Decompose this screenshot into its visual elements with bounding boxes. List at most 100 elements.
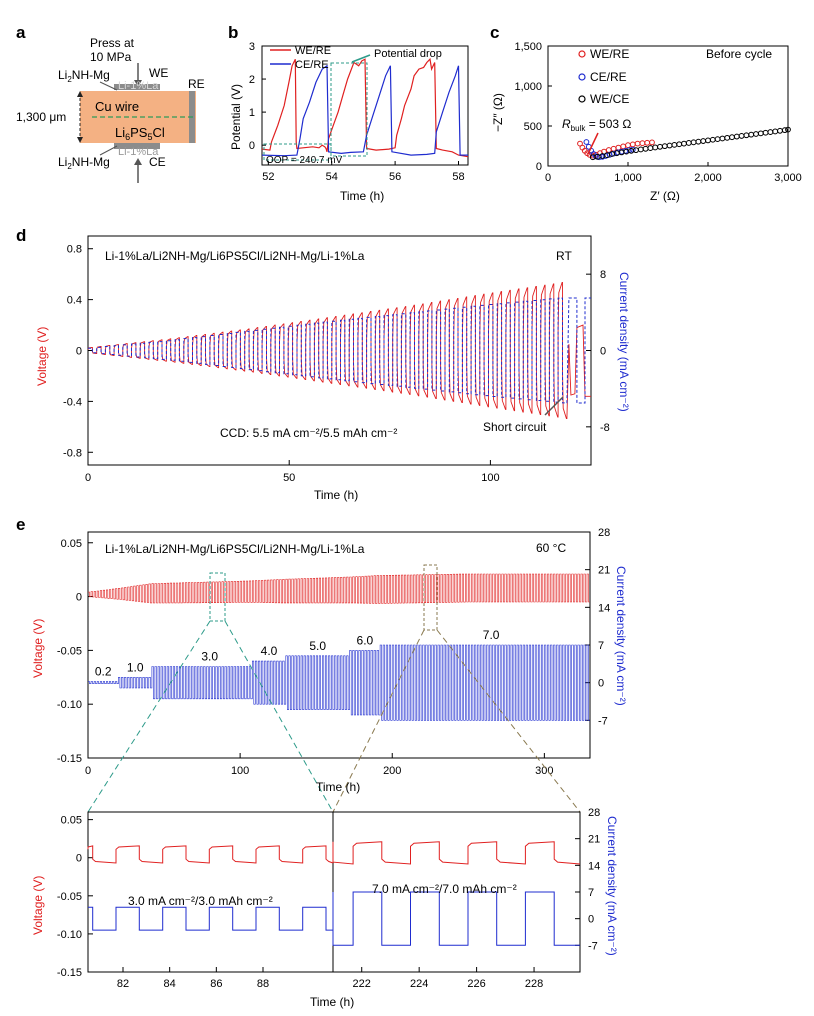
press-label-2: 10 MPa bbox=[90, 50, 132, 64]
zoom-line-right-b bbox=[436, 629, 581, 813]
c-point-we-ce bbox=[685, 140, 692, 146]
panel-b-legend: WE/RE CE/RE bbox=[270, 45, 331, 71]
c-ytick-label: 500 bbox=[524, 121, 542, 133]
inset-current-line-left bbox=[88, 906, 333, 931]
e-step-label: 7.0 bbox=[483, 628, 500, 642]
d-voltage-line bbox=[87, 282, 591, 419]
inset-right-label: 7.0 mA cm⁻²/7.0 mAh cm⁻² bbox=[372, 882, 517, 896]
c-point-we-ce bbox=[700, 138, 707, 144]
inset-ytick-label: 0.05 bbox=[61, 815, 82, 827]
panel-d-cell-label: Li-1%La/Li2NH-Mg/Li6PS5Cl/Li2NH-Mg/Li-1%… bbox=[105, 249, 365, 263]
legend-c-ce-re-label: CE/RE bbox=[590, 70, 627, 84]
panel-e-cell-label: Li-1%La/Li2NH-Mg/Li6PS5Cl/Li2NH-Mg/Li-1%… bbox=[105, 542, 365, 556]
zoom-line-left-a bbox=[87, 620, 211, 813]
d-y2tick-label: 0 bbox=[600, 346, 606, 358]
zoom-box-left bbox=[209, 572, 226, 622]
c-point-we-ce bbox=[652, 144, 659, 151]
c-point-we-ce bbox=[733, 133, 740, 140]
legend-c-we-ce-swatch bbox=[578, 95, 586, 103]
legend-c-ce-re-swatch bbox=[578, 73, 586, 81]
panel-e: e 0 100 200 300 -0.15 -0.10 -0.05 0 0.05 -7 0 7 14 21… bbox=[16, 515, 628, 1009]
thickness-arrow-head-top bbox=[77, 91, 83, 97]
panel-b: b 52 54 56 58 0 1 2 3 Potential drop OOP = 240.… bbox=[228, 23, 469, 203]
b-xtick-label: 58 bbox=[452, 171, 464, 183]
e-step-label: 1.0 bbox=[127, 660, 144, 674]
c-point-ce-re bbox=[614, 149, 621, 156]
zoom-box-right bbox=[423, 564, 438, 631]
c-point-we-ce bbox=[767, 129, 774, 135]
panel-b-frame bbox=[261, 45, 469, 166]
inset-xtick-label: 226 bbox=[467, 978, 485, 990]
press-arrow-bottom-head bbox=[134, 158, 142, 165]
c-point-we-ce bbox=[642, 145, 649, 152]
panel-e-y2label: Current density (mA cm⁻²) bbox=[614, 566, 628, 706]
panel-c-ylabel: −Z″ (Ω) bbox=[491, 93, 505, 132]
e-step-label: 0.2 bbox=[95, 665, 112, 679]
inset-y2tick-label: -7 bbox=[588, 940, 598, 952]
b-series-ce-re bbox=[261, 64, 468, 157]
inset-ytick-label: -0.05 bbox=[57, 891, 82, 903]
inset-ytick-label: -0.15 bbox=[57, 967, 82, 979]
legend-c-we-re-swatch bbox=[578, 50, 586, 58]
b-ytick-label: 2 bbox=[249, 74, 255, 86]
panel-e-current-step-labels: 0.2 1.0 3.0 4.0 5.0 6.0 7.0 bbox=[95, 628, 500, 679]
e-xtick-label: 300 bbox=[535, 765, 553, 777]
inset-series bbox=[87, 841, 581, 946]
c-point-we-ce bbox=[714, 136, 721, 143]
li2nh-bottom-leader bbox=[99, 145, 118, 156]
b-xtick-label: 52 bbox=[262, 171, 274, 183]
inset-xtick-label: 86 bbox=[210, 978, 222, 990]
e-y2tick-label: 21 bbox=[598, 565, 610, 577]
legend-c-we-ce-label: WE/CE bbox=[590, 92, 629, 106]
c-point-we-ce bbox=[671, 141, 678, 148]
li2nh-bottom-label: Li2NH-Mg bbox=[58, 155, 110, 171]
legend-we-re-label: WE/RE bbox=[295, 45, 331, 57]
inset-voltage-line-right bbox=[332, 841, 581, 865]
panel-d-y2label: Current density (mA cm⁻²) bbox=[617, 272, 631, 412]
c-point-we-ce bbox=[738, 133, 745, 139]
c-xtick-label: 1,000 bbox=[614, 172, 642, 184]
inset-ytick-label: 0 bbox=[76, 853, 82, 865]
cu-wire-label: Cu wire bbox=[95, 99, 139, 114]
panel-e-temp-label: 60 °C bbox=[536, 541, 566, 555]
inset-xtick-label: 84 bbox=[164, 978, 176, 990]
e-ytick-label: -0.10 bbox=[57, 699, 82, 711]
potential-drop-box-1 bbox=[330, 62, 368, 157]
c-point-we-ce bbox=[661, 143, 668, 150]
potential-drop-label: Potential drop bbox=[374, 48, 442, 60]
e-step-label: 4.0 bbox=[261, 644, 278, 658]
e-y2tick-label: 28 bbox=[598, 527, 610, 539]
panel-b-series bbox=[261, 57, 469, 158]
e-ytick-label: -0.05 bbox=[57, 645, 82, 657]
c-point-we-re bbox=[625, 142, 631, 149]
panel-c-frame bbox=[547, 45, 789, 167]
inset-xtick-label: 82 bbox=[117, 978, 129, 990]
inset-xlabel: Time (h) bbox=[310, 995, 354, 1009]
inset-left-label: 3.0 mA cm⁻²/3.0 mAh cm⁻² bbox=[128, 894, 273, 908]
b-ytick-label: 3 bbox=[249, 41, 255, 53]
c-point-we-ce bbox=[681, 140, 687, 147]
panel-d: d 0 50 100 -0.8 -0.4 0 0.4 0.8 -8 0 8 Li-1%La/Li2N… bbox=[16, 226, 631, 502]
b-ytick-label: 1 bbox=[249, 107, 255, 119]
c-point-we-ce bbox=[724, 134, 731, 141]
c-point-we-re bbox=[639, 140, 646, 147]
e-y2tick-label: 7 bbox=[598, 640, 604, 652]
panel-b-xlabel: Time (h) bbox=[340, 189, 384, 203]
inset-ytick-label: -0.10 bbox=[57, 929, 82, 941]
press-arrow-top-head bbox=[134, 80, 142, 87]
rbulk-arrow bbox=[587, 132, 599, 155]
c-point-we-ce bbox=[729, 134, 735, 141]
c-point-we-ce bbox=[676, 141, 683, 148]
panel-d-temp-label: RT bbox=[556, 249, 572, 263]
we-label: WE bbox=[149, 66, 168, 80]
d-xtick-label: 50 bbox=[283, 472, 295, 484]
c-point-we-ce bbox=[633, 147, 639, 154]
c-point-we-ce bbox=[757, 130, 764, 137]
panel-e-series bbox=[88, 573, 590, 721]
d-y2tick-label: 8 bbox=[600, 269, 606, 281]
inset-xtick-label: 224 bbox=[410, 978, 428, 990]
e-step-label: 6.0 bbox=[357, 633, 374, 647]
panel-c: c 0 1,000 2,000 3,000 0 500 1,000 1,500 Before … bbox=[490, 23, 802, 203]
panel-a: a Press at 10 MPa Li2NH-Mg WE RE Li-1%La… bbox=[16, 23, 205, 183]
